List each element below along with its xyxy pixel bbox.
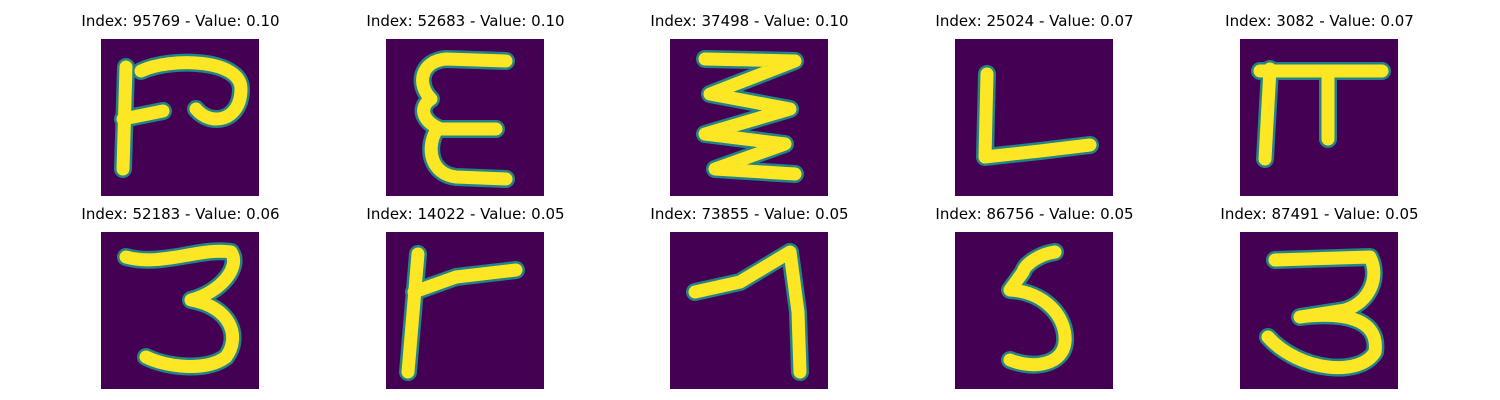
digit-image <box>101 39 259 196</box>
panel-title: Index: 52683 - Value: 0.10 <box>366 12 565 30</box>
panel-title: Index: 95769 - Value: 0.10 <box>81 12 280 30</box>
l-glyph-icon <box>976 65 1099 166</box>
panel-9: Index: 86756 - Value: 0.05 <box>892 204 1177 394</box>
panel-10: Index: 87491 - Value: 0.05 <box>1177 204 1462 394</box>
panel-6: Index: 52183 - Value: 0.06 <box>38 204 323 394</box>
panel-4: Index: 25024 - Value: 0.07 <box>892 11 1177 201</box>
e-glyph-icon <box>413 50 515 188</box>
seven-glyph-icon <box>686 243 809 381</box>
panel-1: Index: 95769 - Value: 0.10 <box>38 11 323 201</box>
panel-2: Index: 52683 - Value: 0.10 <box>323 11 608 201</box>
flag-glyph-icon <box>399 245 525 381</box>
panel-title: Index: 87491 - Value: 0.05 <box>1220 205 1419 223</box>
panel-title: Index: 3082 - Value: 0.07 <box>1225 12 1414 30</box>
p-glyph-icon <box>114 53 250 178</box>
digit-image <box>955 39 1113 196</box>
panel-title: Index: 73855 - Value: 0.05 <box>650 205 849 223</box>
digit-image <box>670 232 828 389</box>
panel-5: Index: 3082 - Value: 0.07 <box>1177 11 1462 201</box>
panel-title: Index: 25024 - Value: 0.07 <box>935 12 1134 30</box>
digit-image <box>386 232 544 389</box>
three-glyph-icon <box>1259 248 1385 377</box>
digit-image <box>955 232 1113 389</box>
digit-image <box>1240 39 1398 196</box>
panel-7: Index: 14022 - Value: 0.05 <box>323 204 608 394</box>
digit-image <box>670 39 828 196</box>
panel-3: Index: 37498 - Value: 0.10 <box>607 11 892 201</box>
zigzag-glyph-icon <box>696 50 804 183</box>
panel-title: Index: 37498 - Value: 0.10 <box>650 12 849 30</box>
digit-image <box>1240 232 1398 389</box>
five-glyph-icon <box>1001 243 1075 374</box>
panel-title: Index: 52183 - Value: 0.06 <box>81 205 280 223</box>
panel-title: Index: 14022 - Value: 0.05 <box>366 205 565 223</box>
panel-8: Index: 73855 - Value: 0.05 <box>607 204 892 394</box>
digit-image <box>101 232 259 389</box>
pi-glyph-icon <box>1251 60 1391 168</box>
three-glyph-icon <box>117 242 243 376</box>
panel-title: Index: 86756 - Value: 0.05 <box>935 205 1134 223</box>
digit-image <box>386 39 544 196</box>
